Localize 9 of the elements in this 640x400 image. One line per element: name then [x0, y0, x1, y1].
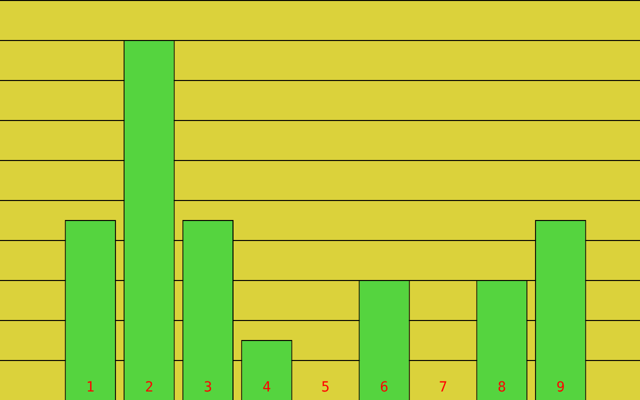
- x-tick-label: 3: [204, 380, 212, 396]
- x-tick-label: 9: [556, 380, 565, 396]
- x-tick-label: 4: [262, 380, 271, 396]
- x-tick-label: 1: [86, 380, 95, 396]
- x-tick-label: 7: [438, 380, 448, 396]
- x-tick-label: 8: [498, 380, 506, 396]
- x-tick-label: 6: [380, 380, 388, 396]
- x-tick-label: 5: [321, 380, 330, 396]
- x-tick-label: 2: [144, 380, 154, 396]
